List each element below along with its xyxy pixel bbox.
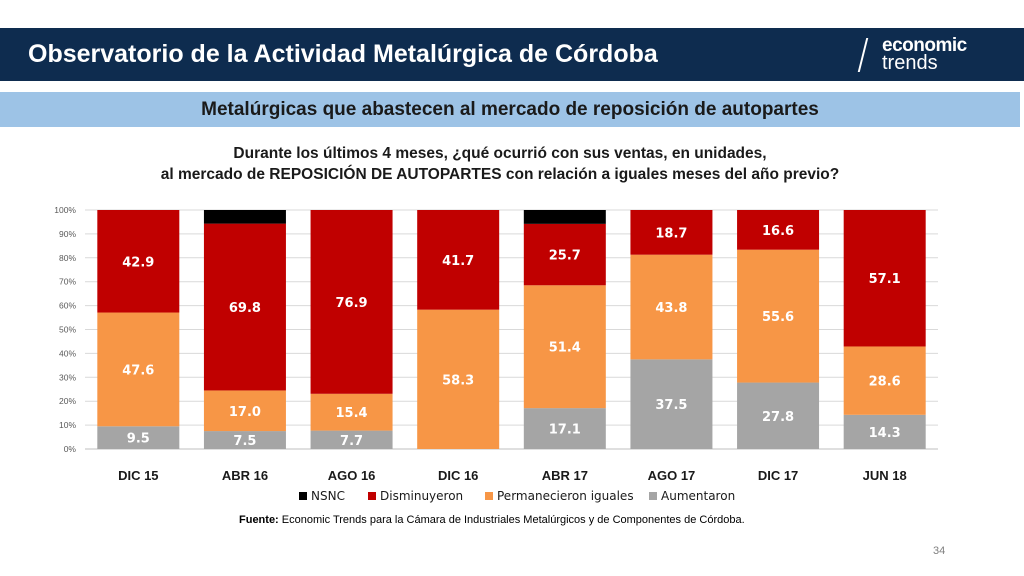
legend-swatch [368, 492, 376, 500]
y-tick-label: 80% [59, 253, 76, 263]
bar-segment [843, 346, 926, 415]
data-label: 37.5 [655, 398, 687, 413]
data-label: 76.9 [336, 296, 368, 311]
y-tick-label: 50% [59, 325, 76, 335]
bar-segment [523, 285, 606, 409]
bar-segment [630, 210, 713, 255]
x-tick-label: DIC 17 [758, 468, 798, 483]
bar-segment [523, 210, 606, 224]
legend-label: Aumentaron [661, 489, 735, 503]
bar-segment [203, 223, 286, 391]
question-line-1: Durante los últimos 4 meses, ¿qué ocurri… [233, 145, 767, 162]
source-label: Fuente: [239, 514, 279, 526]
bar-segment [843, 414, 926, 449]
stacked-bar-chart: 0% 10% 20% 30% 40% 50% 60% 70% 80% 90% 100% 9.5 47.6… [54, 205, 938, 503]
legend-swatch [485, 492, 493, 500]
legend-label: NSNC [311, 489, 345, 503]
y-tick-label: 0% [64, 444, 77, 454]
bar-segment [630, 359, 713, 449]
legend-label: Permanecieron iguales [497, 489, 634, 503]
legend-swatch [299, 492, 307, 500]
data-label: 55.6 [762, 310, 794, 325]
x-tick-label: AGO 17 [648, 468, 696, 483]
source-note: Fuente: Economic Trends para la Cámara d… [239, 514, 745, 526]
bar-segment [523, 408, 606, 449]
bar-segment [203, 210, 286, 224]
data-label: 47.6 [122, 363, 154, 378]
bar-segment [630, 254, 713, 360]
bar-segment [203, 390, 286, 432]
bar-segment [310, 430, 393, 449]
source-text: Economic Trends para la Cámara de Indust… [281, 514, 745, 526]
subheader-bar: Metalúrgicas que abastecen al mercado de… [0, 92, 1020, 127]
bar-segment [843, 210, 926, 347]
bar-segment [310, 393, 393, 431]
page-title: Observatorio de la Actividad Metalúrgica… [28, 40, 658, 68]
data-label: 25.7 [549, 249, 581, 264]
economic-trends-logo: economic trends [857, 34, 1002, 76]
data-label: 15.4 [336, 406, 368, 421]
y-tick-label: 100% [54, 205, 76, 215]
data-label: 58.3 [442, 373, 474, 388]
bar-segment [417, 309, 500, 449]
x-tick-label: ABR 17 [542, 468, 588, 483]
data-label: 57.1 [869, 272, 901, 287]
x-tick-label: JUN 18 [863, 468, 907, 483]
bar-segment [97, 312, 180, 427]
logo-slash-icon [857, 38, 869, 72]
data-label: 17.1 [549, 423, 581, 438]
legend-swatch [649, 492, 657, 500]
bar-segment [203, 431, 286, 449]
data-label: 28.6 [869, 375, 901, 390]
y-tick-label: 10% [59, 420, 76, 430]
y-tick-label: 30% [59, 372, 76, 382]
data-label: 27.8 [762, 410, 794, 425]
y-tick-label: 90% [59, 229, 76, 239]
data-label: 43.8 [655, 301, 687, 316]
x-tick-label: AGO 16 [328, 468, 376, 483]
data-label: 7.5 [233, 434, 256, 449]
y-tick-label: 40% [59, 348, 76, 358]
y-tick-label: 20% [59, 396, 76, 406]
x-tick-label: DIC 15 [118, 468, 158, 483]
data-label: 42.9 [122, 255, 154, 270]
section-title: Metalúrgicas que abastecen al mercado de… [201, 99, 819, 120]
data-label: 7.7 [340, 434, 363, 449]
logo-text-economic: economic [882, 35, 967, 56]
data-label: 17.0 [229, 405, 261, 420]
data-label: 16.6 [762, 224, 794, 239]
page-number: 34 [933, 545, 946, 557]
question-line-2: al mercado de REPOSICIÓN DE AUTOPARTES c… [160, 166, 840, 183]
data-label: 69.8 [229, 301, 261, 316]
bar-segment [417, 210, 500, 310]
header-bar: Observatorio de la Actividad Metalúrgica… [0, 28, 1024, 81]
bar-segment [737, 382, 820, 449]
logo-text-trends: trends [882, 52, 938, 74]
y-tick-label: 70% [59, 277, 76, 287]
data-label: 14.3 [869, 426, 901, 441]
bar-segment [737, 210, 820, 250]
data-label: 51.4 [549, 341, 581, 356]
data-label: 18.7 [655, 226, 687, 241]
x-tick-label: ABR 16 [222, 468, 268, 483]
x-tick-label: DIC 16 [438, 468, 478, 483]
bar-segment [523, 223, 606, 286]
legend-label: Disminuyeron [380, 489, 463, 503]
bar-segment [97, 426, 180, 449]
bar-segment [310, 210, 393, 394]
bar-segment [97, 210, 180, 313]
data-label: 41.7 [442, 254, 474, 269]
bar-segment [737, 249, 820, 383]
y-tick-label: 60% [59, 301, 76, 311]
data-label: 9.5 [127, 432, 150, 447]
